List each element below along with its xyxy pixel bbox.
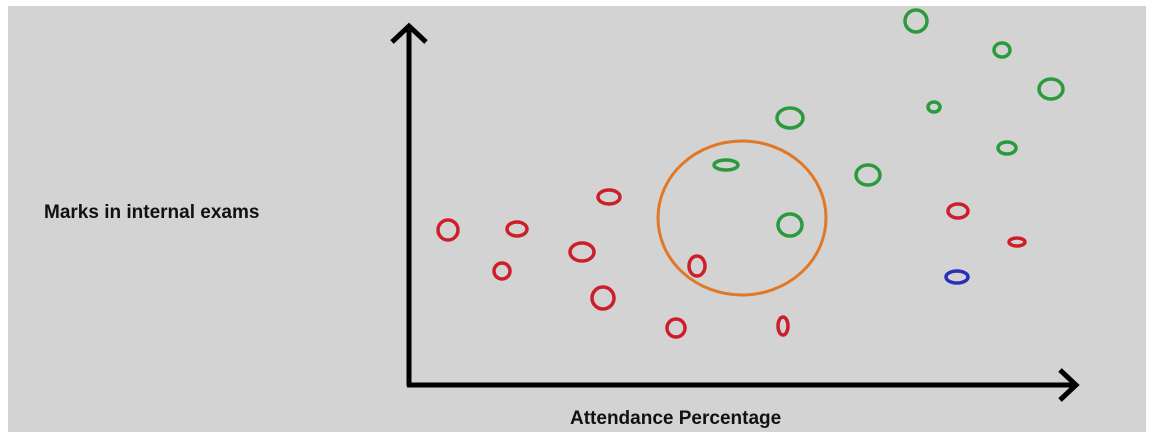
red-point — [665, 317, 687, 339]
points-layer — [436, 8, 1065, 339]
red-point — [590, 285, 616, 311]
green-point — [776, 212, 804, 238]
green-point — [1037, 77, 1065, 101]
green-point — [775, 106, 805, 130]
x-axis-label: Attendance Percentage — [570, 408, 782, 429]
green-point — [854, 163, 882, 187]
y-axis-label: Marks in internal exams — [44, 202, 260, 223]
red-point — [505, 220, 529, 238]
query-point — [944, 269, 970, 285]
green-point — [996, 140, 1018, 156]
red-point — [776, 315, 790, 337]
red-point — [687, 254, 707, 278]
green-point — [926, 100, 942, 114]
x-axis-arrowhead — [1058, 368, 1080, 402]
y-axis-arrowhead — [390, 22, 428, 44]
red-point — [596, 188, 622, 206]
red-point — [436, 218, 460, 242]
green-point — [992, 41, 1012, 59]
neighborhood-circle — [656, 139, 828, 297]
red-point — [1007, 236, 1027, 248]
green-point — [903, 8, 929, 34]
red-point — [946, 202, 970, 220]
red-point — [568, 241, 596, 263]
green-point — [712, 158, 740, 172]
red-point — [492, 261, 512, 281]
